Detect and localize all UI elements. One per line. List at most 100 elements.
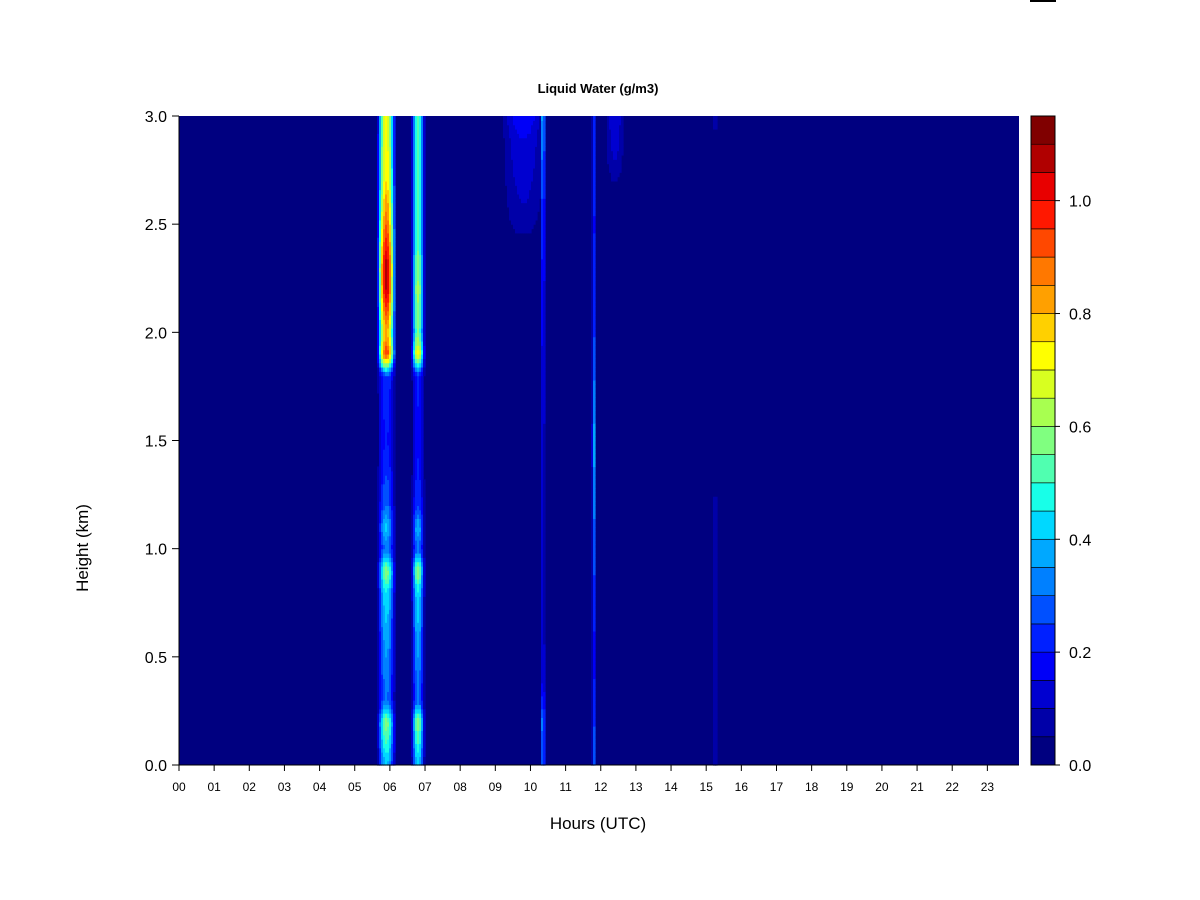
heatmap-cell [385, 401, 388, 407]
heatmap-cell [379, 535, 382, 541]
heatmap-cell [421, 267, 424, 273]
heatmap-cell [715, 496, 718, 502]
heatmap-cell [543, 362, 546, 368]
heatmap-cell [591, 297, 594, 303]
heatmap-cell [389, 648, 392, 654]
heatmap-cell [387, 276, 390, 282]
heatmap-cell [543, 665, 546, 671]
heatmap-cell [387, 427, 390, 433]
heatmap-cell [611, 146, 614, 152]
heatmap-cell [593, 721, 596, 727]
heatmap-cell [593, 289, 596, 294]
heatmap-cell [377, 730, 380, 736]
heatmap-cell [391, 375, 394, 381]
heatmap-cell [415, 215, 418, 221]
heatmap-cell [389, 310, 392, 316]
corner-mark [1030, 0, 1056, 2]
heatmap-cell [419, 276, 422, 282]
heatmap-cell [421, 258, 424, 264]
heatmap-cell [393, 704, 396, 710]
heatmap-cell [391, 695, 394, 701]
heatmap-cell [377, 310, 380, 316]
heatmap-cell [381, 414, 384, 420]
heatmap-cell [529, 206, 532, 212]
heatmap-cell [715, 570, 718, 576]
heatmap-cell [529, 172, 532, 178]
x-tick-label: 21 [910, 780, 924, 794]
heatmap-cell [385, 440, 388, 446]
heatmap-cell [423, 700, 426, 706]
heatmap-cell [591, 405, 594, 411]
heatmap-cell [521, 193, 524, 199]
heatmap-cell [387, 366, 390, 372]
heatmap-cell [385, 297, 388, 303]
heatmap-cell [383, 548, 386, 554]
heatmap-cell [593, 453, 596, 459]
heatmap-cell [417, 362, 420, 368]
heatmap-cell [423, 353, 426, 359]
heatmap-cell [543, 358, 546, 364]
heatmap-cell [509, 154, 512, 160]
heatmap-cell [377, 250, 380, 256]
heatmap-cell [381, 180, 384, 186]
heatmap-cell [527, 211, 530, 217]
heatmap-cell [417, 237, 420, 243]
heatmap-cell [413, 172, 416, 178]
heatmap-cell [415, 704, 418, 710]
heatmap-cell [391, 661, 394, 667]
heatmap-cell [541, 721, 544, 727]
heatmap-cell [517, 163, 520, 169]
heatmap-cell [411, 345, 414, 351]
heatmap-cell [525, 219, 528, 225]
heatmap-cell [543, 483, 546, 489]
heatmap-cell [379, 669, 382, 675]
heatmap-cell [419, 496, 422, 502]
heatmap-cell [383, 665, 386, 671]
heatmap-cell [415, 128, 418, 134]
heatmap-cell [385, 319, 388, 325]
heatmap-cell [413, 349, 416, 355]
heatmap-cell [417, 401, 420, 407]
heatmap-cell [389, 241, 392, 247]
heatmap-cell [715, 116, 718, 121]
heatmap-cell [541, 687, 544, 693]
heatmap-cell [383, 747, 386, 753]
heatmap-cell [379, 366, 382, 372]
heatmap-cell [615, 176, 618, 182]
heatmap-cell [543, 219, 546, 225]
heatmap-cell [385, 202, 388, 208]
heatmap-cell [421, 570, 424, 576]
heatmap-cell [389, 483, 392, 489]
heatmap-cell [715, 656, 718, 662]
heatmap-cell [377, 518, 380, 524]
heatmap-cell [389, 535, 392, 541]
heatmap-cell [423, 267, 426, 273]
heatmap-cell [381, 189, 384, 195]
heatmap-cell [419, 453, 422, 459]
heatmap-cell [387, 431, 390, 437]
heatmap-cell [515, 215, 518, 221]
heatmap-cell [541, 293, 544, 299]
heatmap-cell [611, 150, 614, 156]
heatmap-cell [713, 578, 716, 584]
heatmap-cell [713, 574, 716, 580]
heatmap-cell [379, 591, 382, 597]
heatmap-cell [391, 587, 394, 593]
heatmap-cell [423, 682, 426, 688]
heatmap-cell [507, 154, 510, 160]
heatmap-cell [393, 254, 396, 260]
heatmap-cell [423, 185, 426, 191]
heatmap-cell [421, 661, 424, 667]
heatmap-cell [423, 146, 426, 152]
heatmap-cell [609, 146, 612, 152]
heatmap-cell [393, 678, 396, 684]
heatmap-cell [393, 349, 396, 355]
heatmap-cell [533, 172, 536, 178]
heatmap-cell [415, 414, 418, 420]
heatmap-cell [391, 167, 394, 173]
heatmap-cell [391, 518, 394, 524]
colorbar-swatch [1030, 313, 1056, 343]
heatmap-cell [413, 128, 416, 134]
heatmap-cell [391, 743, 394, 749]
heatmap-cell [515, 133, 518, 139]
